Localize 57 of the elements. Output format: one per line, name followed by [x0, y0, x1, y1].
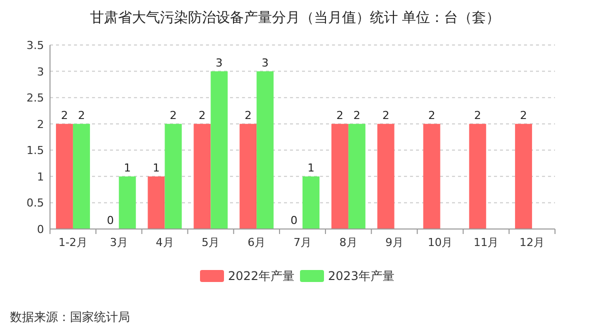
x-tick-label: 8月	[339, 236, 358, 249]
data-label: 3	[216, 56, 223, 70]
bar	[331, 124, 348, 229]
data-label: 2	[78, 108, 85, 122]
bar	[118, 176, 136, 229]
x-tick-label: 7月	[294, 236, 312, 249]
data-label: 2	[353, 108, 360, 122]
bar	[256, 71, 274, 229]
x-tick-label: 4月	[156, 236, 174, 249]
x-tick-label: 12月	[520, 236, 545, 249]
y-tick-label: 2.5	[26, 92, 44, 105]
y-tick-label: 3	[37, 65, 44, 78]
chart-title: 甘肃省大气污染防治设备产量分月（当月值）统计 单位：台（套）	[90, 10, 500, 26]
y-tick-label: 1.5	[26, 144, 44, 158]
y-tick-label: 1	[37, 170, 44, 184]
data-label: 2	[428, 108, 436, 122]
data-label: 0	[290, 214, 298, 227]
y-tick-label: 0.5	[26, 196, 44, 210]
bar	[56, 124, 73, 229]
x-tick-label: 6月	[248, 236, 266, 249]
y-tick-label: 0	[37, 223, 44, 236]
data-label: 1	[124, 161, 131, 174]
bar	[423, 124, 440, 229]
x-tick-label: 3月	[110, 236, 128, 249]
data-label: 1	[152, 161, 160, 174]
bar	[302, 176, 320, 229]
bar	[469, 124, 486, 229]
data-label: 3	[262, 56, 269, 70]
data-label: 2	[198, 108, 206, 122]
legend-label: 2023年产量	[328, 269, 395, 283]
data-label: 2	[170, 108, 177, 122]
data-label: 2	[336, 108, 344, 122]
y-tick-label: 3.5	[26, 39, 44, 52]
x-tick-label: 11月	[474, 236, 499, 249]
x-tick-label: 10月	[428, 236, 453, 249]
source-note: 数据来源：国家统计局	[10, 310, 130, 324]
bar	[210, 71, 228, 229]
data-label: 2	[60, 108, 68, 122]
legend-label: 2022年产量	[228, 269, 295, 283]
data-label: 0	[106, 214, 114, 227]
data-label: 1	[308, 161, 314, 174]
x-tick-label: 9月	[385, 236, 404, 249]
data-label: 2	[474, 108, 482, 122]
data-label: 2	[382, 108, 390, 122]
y-tick-label: 2	[37, 118, 44, 131]
bar	[148, 176, 165, 229]
bar	[348, 124, 366, 229]
data-label: 2	[520, 108, 528, 122]
bar	[377, 124, 394, 229]
x-tick-label: 1-2月	[58, 236, 88, 249]
bar	[164, 124, 182, 229]
bar	[194, 124, 211, 229]
x-tick-label: 5月	[202, 236, 220, 249]
bar	[515, 124, 532, 229]
data-label: 2	[244, 108, 252, 122]
bar	[72, 124, 90, 229]
bar	[240, 124, 257, 229]
